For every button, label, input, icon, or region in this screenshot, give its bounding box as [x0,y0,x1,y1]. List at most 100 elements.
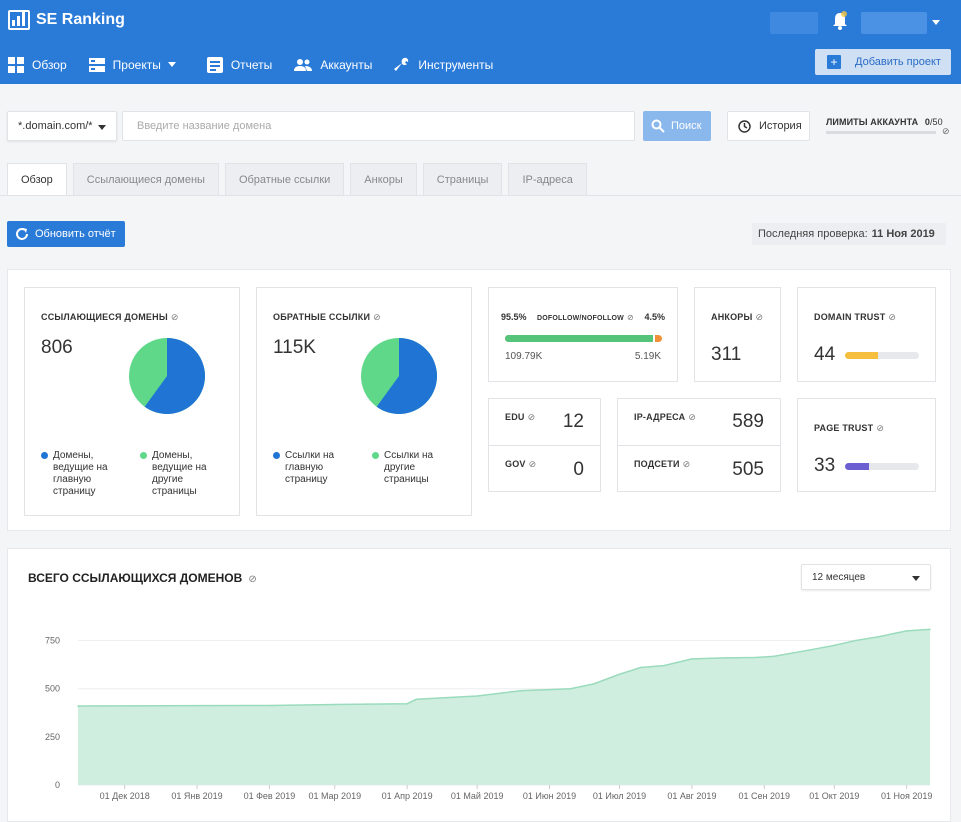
data-point [548,688,551,691]
help-icon[interactable]: ⊘ [942,126,950,136]
history-button[interactable]: История [727,111,810,141]
domain-trust-card: DOMAIN TRUST ⊘ 44 [797,287,936,382]
tab-pages[interactable]: Страницы [422,163,503,195]
divider [618,445,780,446]
x-tick-label: 01 Авг 2019 [667,791,716,801]
nav-reports-label: Отчеты [230,58,273,72]
metrics-panel: ССЫЛАЮЩИЕСЯ ДОМЕНЫ ⊘ 806 Домены, ведущие н… [7,269,951,531]
data-point [754,656,756,659]
pie-slice-main [376,338,437,414]
backlinks-value: 115K [273,337,316,358]
tab-ip-addresses[interactable]: IP-адреса [508,163,587,195]
data-point [569,687,572,690]
page-trust-bar-fill [845,463,870,470]
nav-overview-label: Обзор [32,58,67,72]
data-point [618,673,621,676]
x-tick-label: 01 Июл 2019 [593,791,646,801]
search-button[interactable]: Поиск [643,111,711,141]
y-tick-label: 0 [55,780,60,790]
help-icon: ⊘ [170,312,179,322]
data-point [833,644,836,647]
ip-value: 589 [732,411,764,432]
search-button-label: Поиск [671,120,702,132]
page-trust-value: 33 [814,455,836,476]
nav-accounts-label: Аккаунты [320,58,373,72]
backlinks-title: ОБРАТНЫЕ ССЫЛКИ ⊘ [273,312,381,322]
area-series [78,629,930,785]
plus-icon: + [827,55,841,69]
data-point [77,705,79,707]
chart-panel: ВСЕГО ССЫЛАЮЩИХСЯ ДОМЕНОВ ⊘ 0 250 500 750 01 … [7,548,951,822]
data-point [415,698,418,701]
data-point [929,628,931,631]
domain-trust-value: 44 [814,344,836,365]
x-tick-label: 01 Мар 2019 [308,791,361,801]
help-icon: ⊘ [373,312,381,322]
reports-icon [206,57,223,73]
limits-progress-bar [826,131,936,134]
scope-select-value: *.domain.com/* [18,120,93,132]
last-check-label: Последняя проверка: [758,228,868,240]
chevron-down-icon[interactable] [932,20,940,25]
scope-select[interactable]: *.domain.com/* [7,111,117,141]
dofollow-bar [505,335,662,342]
help-icon: ⊘ [682,459,691,469]
x-tick-label: 01 Ноя 2019 [881,791,932,801]
legend-other: Ссылки на другие страницы [384,450,434,485]
y-tick-label: 750 [45,636,60,646]
divider [489,445,600,446]
nav-accounts[interactable]: Аккаунты [294,58,372,72]
last-check-date: 11 Ноя 2019 [871,228,935,240]
dofollow-bar-fill [505,335,655,342]
account-limits: ЛИМИТЫ АККАУНТА 0/50 [826,117,943,127]
help-icon: ⊘ [876,423,885,433]
data-point [905,630,908,632]
nav-overview[interactable]: Обзор [8,57,67,73]
caret-down-icon [167,62,176,67]
x-tick-label: 01 Июн 2019 [523,791,576,801]
domain-trust-bar [845,352,919,359]
nav-tools[interactable]: Инструменты [394,57,493,73]
app-logo[interactable]: SE Ranking [8,10,125,30]
period-select-value: 12 месяцев [812,572,866,583]
subnets-title: ПОДСЕТИ ⊘ [634,459,691,469]
data-point [497,692,499,695]
refresh-report-button[interactable]: Обновить отчёт [7,221,125,247]
clock-icon [738,119,751,133]
add-project-button[interactable]: + Добавить проект [815,49,951,75]
domain-search-input[interactable]: Введите название домена [122,111,635,141]
page-trust-card: PAGE TRUST ⊘ 33 [797,398,936,492]
app-name: SE Ranking [36,11,125,28]
tab-backlinks[interactable]: Обратные ссылки [224,163,345,195]
data-point [123,705,126,707]
edu-title: EDU ⊘ [505,412,536,422]
data-point [772,655,775,658]
legend-dot-other [372,452,379,459]
nofollow-count: 5.19K [634,351,661,362]
data-point [333,703,336,706]
chart-title: ВСЕГО ССЫЛАЮЩИХСЯ ДОМЕНОВ ⊘ [28,571,257,585]
legend-main: Домены, ведущие на главную страницу [53,450,108,497]
nav-projects[interactable]: Проекты [88,57,185,73]
anchors-value: 311 [711,344,742,365]
redacted-account-menu[interactable] [861,12,927,34]
period-select[interactable]: 12 месяцев [801,564,931,590]
projects-icon [88,58,105,72]
tab-overview[interactable]: Обзор [7,163,67,195]
accounts-icon [294,59,313,71]
legend-dot-main [41,452,48,459]
data-point [268,704,271,707]
nav-reports[interactable]: Отчеты [206,57,273,73]
y-tick-label: 250 [45,732,60,742]
tab-referring-domains[interactable]: Ссылающиеся домены [72,163,219,195]
bell-icon[interactable] [832,11,848,31]
refresh-icon [16,228,28,240]
referring-domains-pie [129,338,205,414]
domain-trust-title: DOMAIN TRUST ⊘ [814,312,897,322]
pie-slice-main [144,338,205,414]
tab-anchors[interactable]: Анкоры [350,163,417,195]
help-icon: ⊘ [888,312,897,322]
ip-subnets-card: IP-АДРЕСА ⊘ 589 ПОДСЕТИ ⊘ 505 [617,398,781,492]
x-tick-label: 01 Апр 2019 [382,791,433,801]
legend-other: Домены, ведущие на другие страницы [152,450,207,497]
